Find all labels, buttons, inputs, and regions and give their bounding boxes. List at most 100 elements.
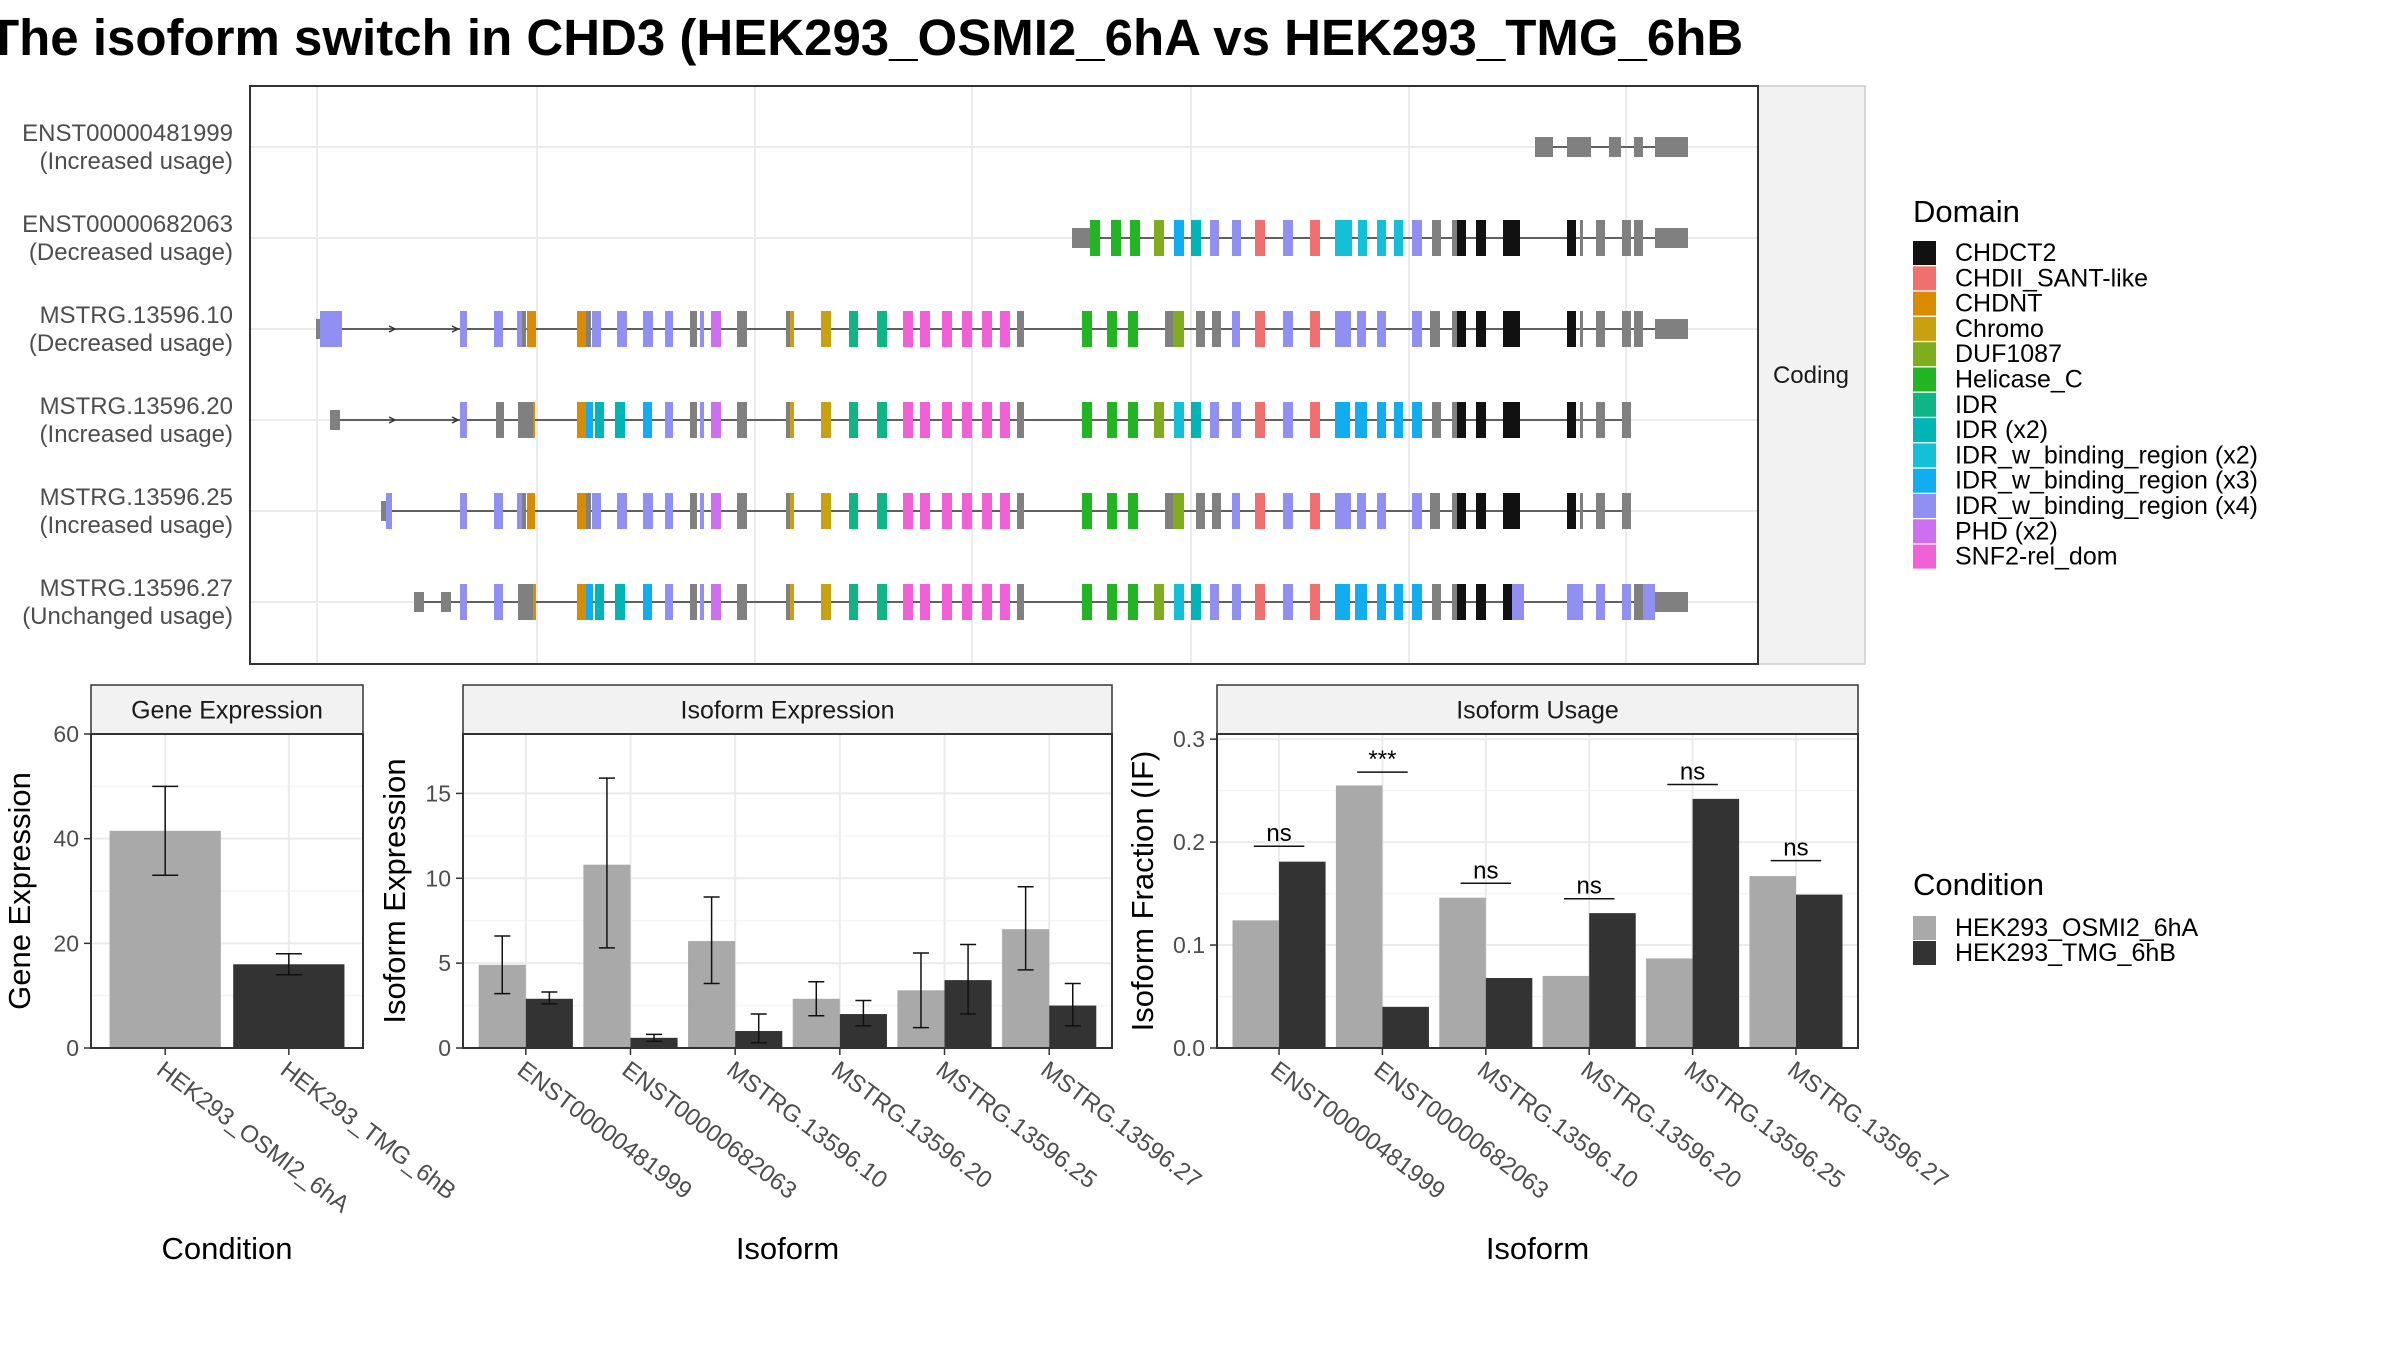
condition-legend-title: Condition bbox=[1913, 867, 2044, 902]
domain-exon bbox=[877, 311, 887, 347]
utr-exon bbox=[737, 584, 747, 620]
domain-exon bbox=[849, 311, 858, 347]
utr-exon bbox=[381, 501, 386, 521]
isoform-row-label: ENST00000682063 (Decreased usage) bbox=[22, 211, 233, 266]
domain-legend-label: DUF1087 bbox=[1955, 340, 2062, 368]
domain-exon bbox=[1283, 584, 1293, 620]
domain-legend-swatch bbox=[1913, 494, 1936, 518]
domain-exon bbox=[595, 402, 604, 438]
domain-exon bbox=[1335, 402, 1350, 438]
chart-strip bbox=[462, 684, 1113, 735]
domain-legend-label: CHDCT2 bbox=[1955, 239, 2056, 267]
domain-legend-swatch bbox=[1913, 544, 1936, 569]
domain-legend-swatch bbox=[1913, 241, 1936, 265]
domain-exon bbox=[700, 493, 704, 529]
domain-exon bbox=[1412, 311, 1422, 347]
domain-exon bbox=[643, 311, 653, 347]
utr-exon bbox=[330, 410, 340, 430]
domain-exon bbox=[643, 402, 652, 438]
domain-exon bbox=[1596, 584, 1605, 620]
domain-exon bbox=[982, 584, 992, 620]
chart-panel-border bbox=[462, 733, 1113, 1049]
significance-label: ns bbox=[1680, 758, 1705, 785]
domain-exon bbox=[1335, 584, 1350, 620]
domain-legend-swatch bbox=[1913, 443, 1936, 468]
domain-exon bbox=[1512, 584, 1524, 620]
domain-exon bbox=[1622, 584, 1631, 620]
significance-label: ns bbox=[1577, 873, 1602, 900]
domain-exon bbox=[1255, 220, 1265, 256]
utr-exon bbox=[1452, 584, 1457, 620]
domain-exon bbox=[1357, 311, 1366, 347]
strand-arrow bbox=[451, 416, 460, 424]
domain-exon bbox=[1377, 584, 1386, 620]
domain-exon bbox=[665, 493, 673, 529]
utr-exon bbox=[1212, 311, 1221, 347]
bar-chart-2: Isoform Expression 0 5 10 15 ENST00000481999E… bbox=[377, 684, 1206, 1266]
domain-exon bbox=[700, 311, 704, 347]
x-tick-label: ENST00000682063 bbox=[617, 1056, 802, 1204]
utr-exon bbox=[518, 402, 533, 438]
domain-exon bbox=[1174, 402, 1184, 438]
domain-exon bbox=[460, 584, 467, 620]
utr-exon bbox=[522, 493, 526, 529]
utr-exon bbox=[1432, 402, 1441, 438]
domain-exon bbox=[962, 402, 972, 438]
y-axis-label: Isoform Fraction (IF) bbox=[1125, 751, 1160, 1032]
domain-exon bbox=[1412, 220, 1422, 256]
domain-exon bbox=[1082, 493, 1092, 529]
domain-exon bbox=[1173, 493, 1184, 529]
domain-exon bbox=[1174, 220, 1184, 256]
chart-title: Isoform Usage bbox=[1456, 697, 1619, 725]
domain-exon bbox=[920, 584, 930, 620]
domain-exon bbox=[1503, 220, 1520, 256]
domain-exon bbox=[1503, 311, 1520, 347]
domain-exon bbox=[1567, 584, 1583, 620]
bar bbox=[1335, 785, 1383, 1048]
domain-exon bbox=[586, 584, 593, 620]
y-tick-label: 0.2 bbox=[1173, 829, 1205, 855]
bar bbox=[233, 964, 345, 1048]
utr-exon bbox=[1430, 311, 1440, 347]
domain-exon bbox=[1503, 402, 1520, 438]
domain-exon bbox=[615, 584, 625, 620]
utr-exon bbox=[1634, 311, 1643, 347]
domain-exon bbox=[1082, 402, 1092, 438]
y-tick-label: 15 bbox=[425, 780, 451, 806]
domain-exon bbox=[1567, 402, 1576, 438]
utr-exon bbox=[1596, 311, 1605, 347]
domain-exon bbox=[1210, 584, 1219, 620]
domain-legend-swatch bbox=[1913, 392, 1936, 417]
domain-exon bbox=[577, 402, 586, 438]
facet-strip-label: Coding bbox=[1773, 362, 1849, 389]
domain-exon bbox=[1357, 493, 1366, 529]
y-tick-label: 20 bbox=[53, 930, 79, 956]
isoform-row-label: MSTRG.13596.20 (Increased usage) bbox=[40, 393, 233, 448]
domain-exon bbox=[1283, 220, 1293, 256]
domain-legend-label: IDR (x2) bbox=[1955, 416, 2048, 444]
domain-exon bbox=[494, 311, 503, 347]
utr-exon bbox=[690, 402, 697, 438]
isoform-row-label: MSTRG.13596.10 (Decreased usage) bbox=[29, 302, 233, 357]
domain-exon bbox=[920, 311, 930, 347]
domain-exon bbox=[617, 311, 627, 347]
x-axis-label: Isoform bbox=[736, 1231, 839, 1266]
domain-exon bbox=[1476, 220, 1486, 256]
utr-exon bbox=[1622, 493, 1631, 529]
significance-label: ns bbox=[1783, 835, 1808, 862]
domain-exon bbox=[1567, 220, 1576, 256]
utr-exon bbox=[441, 592, 451, 612]
domain-exon bbox=[1154, 220, 1164, 256]
utr-exon bbox=[786, 584, 790, 620]
domain-exon bbox=[577, 311, 586, 347]
domain-exon bbox=[1000, 402, 1010, 438]
isoform-row-label: MSTRG.13596.25 (Increased usage) bbox=[40, 484, 233, 539]
domain-exon bbox=[903, 493, 913, 529]
utr-exon bbox=[1535, 137, 1553, 157]
utr-exon bbox=[1634, 137, 1643, 157]
domain-exon bbox=[1567, 493, 1576, 529]
domain-exon bbox=[942, 311, 952, 347]
bar bbox=[1542, 975, 1590, 1048]
utr-exon bbox=[1580, 220, 1583, 256]
domain-legend-swatch bbox=[1913, 519, 1936, 544]
